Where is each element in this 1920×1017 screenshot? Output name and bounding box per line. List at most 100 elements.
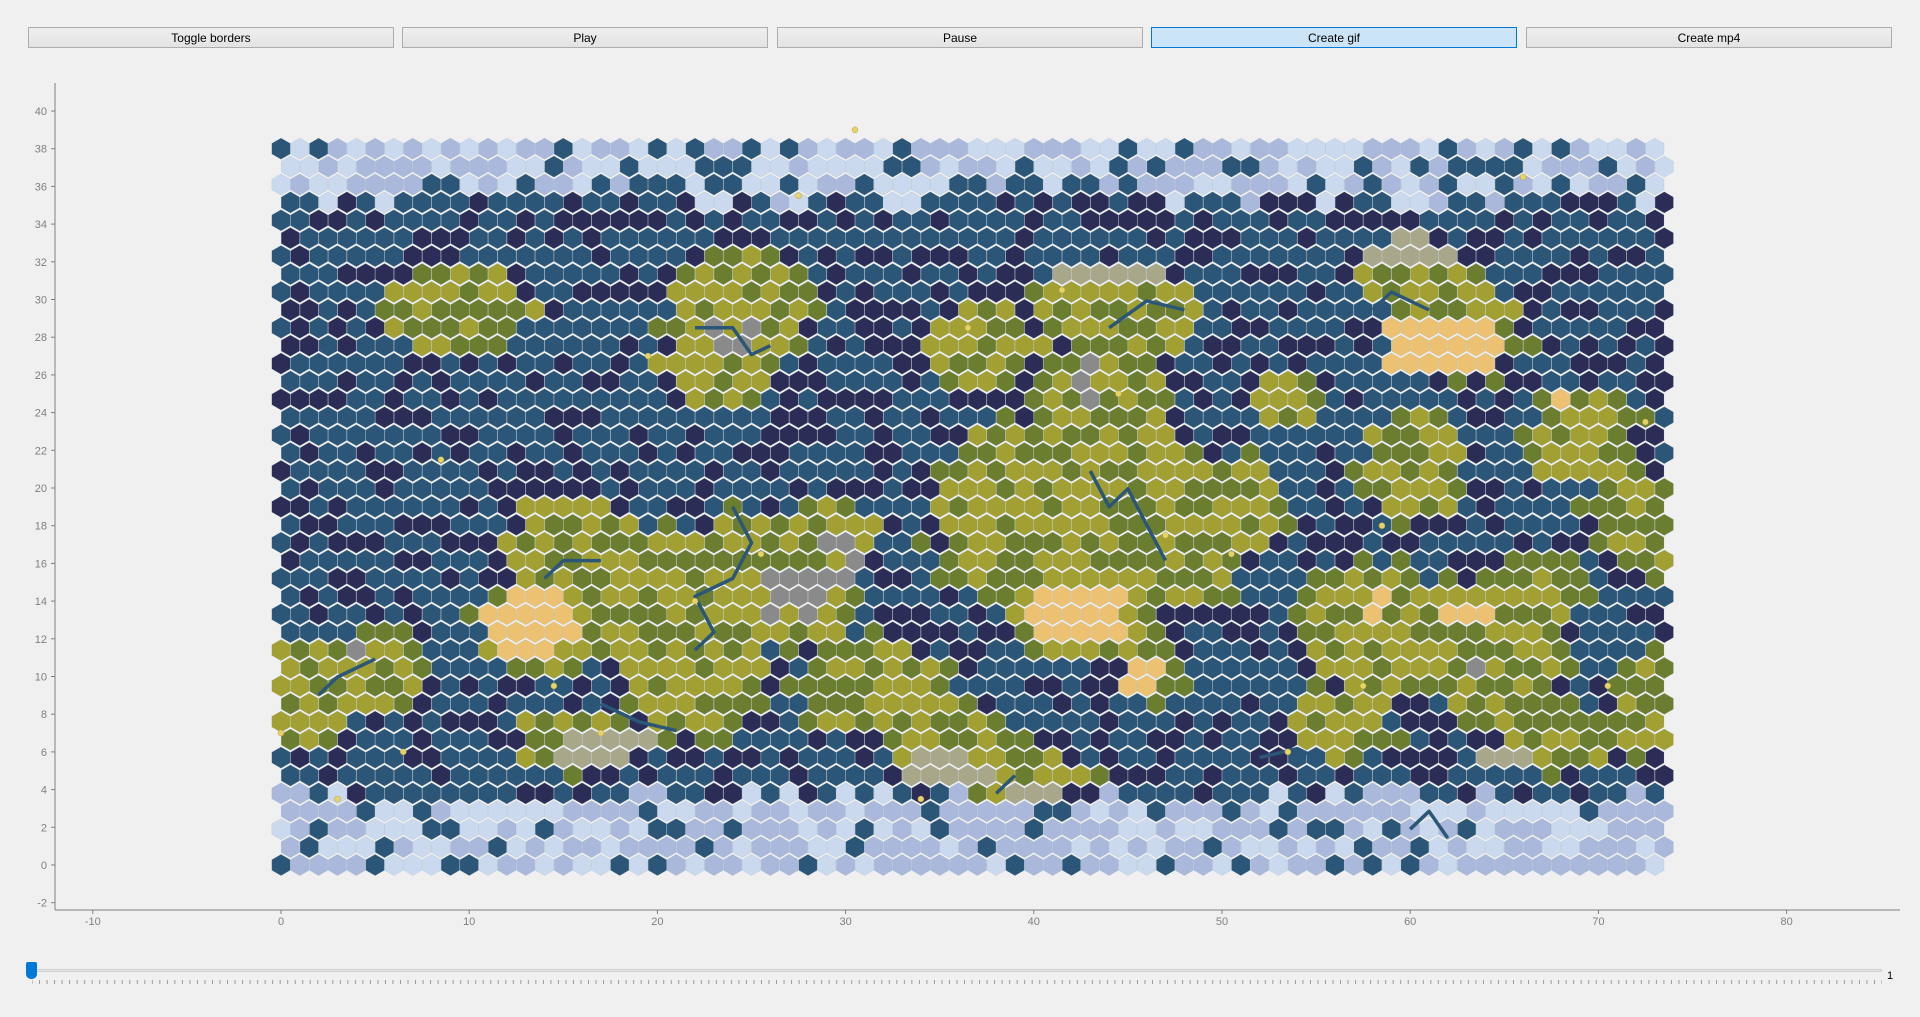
- hex-cell: [817, 281, 837, 303]
- hex-cell: [1269, 567, 1288, 590]
- hex-cell: [751, 478, 771, 500]
- hex-cell: [394, 764, 413, 787]
- hex-cell: [958, 585, 978, 608]
- hex-cell: [1419, 316, 1439, 339]
- hex-cell: [469, 334, 488, 357]
- hex-cell: [572, 567, 592, 590]
- hex-cell: [1400, 675, 1420, 697]
- hex-cell: [544, 764, 564, 787]
- hex-cell: [1513, 567, 1533, 590]
- hex-cell: [836, 675, 855, 697]
- hex-cell: [1212, 567, 1232, 590]
- hex-cell: [535, 424, 554, 447]
- hex-cell: [1325, 567, 1345, 590]
- hex-cell: [930, 245, 950, 267]
- hex-cell: [892, 352, 912, 375]
- hex-cell: [375, 800, 394, 823]
- hex-cell: [1137, 531, 1157, 554]
- hex-cell: [1485, 692, 1505, 715]
- hex-cell: [1278, 692, 1298, 715]
- hex-cell: [582, 155, 601, 178]
- hex-cell: [1607, 495, 1627, 518]
- hex-cell: [808, 836, 827, 858]
- hex-cell: [638, 692, 658, 715]
- hex-cell: [1033, 621, 1053, 644]
- hex-cell: [1193, 710, 1213, 733]
- hex-cell: [1551, 782, 1571, 805]
- hex-cell: [1353, 585, 1373, 608]
- hex-cell: [732, 406, 752, 429]
- hex-cell: [826, 370, 846, 393]
- hex-cell: [751, 800, 771, 823]
- hex-cell: [497, 137, 517, 160]
- hex-cell: [1400, 567, 1420, 590]
- hex-cell: [1523, 657, 1542, 679]
- hex-cell: [1532, 281, 1552, 303]
- hex-cell: [1476, 316, 1495, 339]
- hex-cell: [394, 692, 413, 715]
- hex-cell: [638, 621, 658, 644]
- hex-cell: [968, 316, 987, 339]
- hex-cell: [1457, 675, 1476, 697]
- play-button[interactable]: Play: [402, 27, 768, 48]
- hex-cell: [403, 603, 423, 626]
- hex-cell: [619, 549, 639, 572]
- hex-cell: [1099, 818, 1119, 841]
- hex-cell: [1080, 460, 1100, 482]
- hex-cell: [299, 478, 319, 500]
- hex-cell: [695, 155, 714, 178]
- hex-cell: [1579, 728, 1599, 751]
- hex-cell: [1513, 173, 1533, 196]
- hex-cell: [1344, 675, 1364, 697]
- slider-track[interactable]: [30, 969, 1882, 972]
- hex-cell: [685, 209, 705, 232]
- hex-cell: [619, 442, 639, 464]
- hex-cell: [1287, 316, 1307, 339]
- hex-cell: [1118, 281, 1138, 303]
- hex-cell: [826, 442, 846, 464]
- hex-cell: [666, 639, 686, 661]
- hex-map-plot[interactable]: -10 0 10 20 30 40 50 60 70 80 40 38 36 34 32 30 28 26 24 22…: [0, 70, 1920, 925]
- hex-cell: [1118, 818, 1138, 841]
- hex-cell: [1476, 424, 1495, 447]
- hex-cell: [1222, 155, 1241, 178]
- hex-cell: [826, 621, 846, 644]
- city-marker: [1058, 286, 1066, 294]
- hex-cell: [1438, 281, 1458, 303]
- toggle-borders-button[interactable]: Toggle borders: [28, 27, 394, 48]
- hex-cell: [1052, 406, 1072, 429]
- hex-cell: [1090, 657, 1109, 679]
- hex-cell: [1240, 227, 1260, 250]
- hex-cell: [459, 675, 479, 697]
- hex-cell: [1513, 495, 1533, 518]
- hex-cell: [459, 746, 479, 769]
- hex-cell: [742, 352, 761, 375]
- hex-cell: [751, 155, 771, 178]
- hex-cell: [1109, 513, 1128, 536]
- frame-slider[interactable]: [24, 958, 1884, 988]
- hex-cell: [939, 370, 959, 393]
- hex-cell: [1457, 710, 1476, 733]
- hex-cell: [1353, 836, 1373, 858]
- pause-button[interactable]: Pause: [777, 27, 1143, 48]
- slider-handle[interactable]: [26, 962, 37, 979]
- hex-cell: [1372, 334, 1392, 357]
- create-mp4-button[interactable]: Create mp4: [1526, 27, 1892, 48]
- hex-cell: [1429, 442, 1448, 464]
- hex-cell: [506, 513, 526, 536]
- hex-cell: [996, 836, 1015, 858]
- hex-cell: [1203, 263, 1222, 285]
- hex-cell: [1062, 173, 1081, 196]
- hex-cell: [328, 137, 347, 160]
- hex-cell: [601, 334, 620, 357]
- hex-cell: [873, 495, 893, 518]
- hex-cell: [704, 173, 724, 196]
- hex-cell: [544, 155, 564, 178]
- hex-cell: [412, 334, 432, 357]
- create-gif-button[interactable]: Create gif: [1151, 27, 1517, 48]
- y-tick-label: 14: [35, 596, 47, 608]
- hex-cell: [281, 657, 300, 679]
- hex-cell: [1589, 424, 1608, 447]
- hex-cell: [309, 137, 328, 160]
- hex-cell: [1005, 675, 1025, 697]
